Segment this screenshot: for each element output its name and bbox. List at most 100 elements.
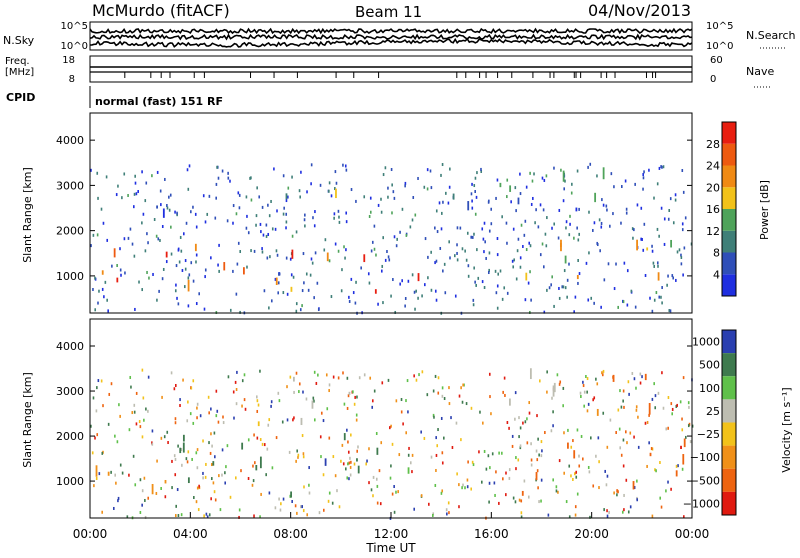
- scatter-cell: [366, 459, 368, 463]
- echo-cell: [670, 239, 673, 248]
- scatter-cell: [96, 433, 99, 437]
- scatter-cell: [574, 513, 577, 517]
- scatter-cell: [540, 478, 543, 482]
- scatter-cell: [274, 227, 277, 231]
- scatter-cell: [119, 414, 121, 418]
- scatter-cell: [179, 235, 182, 239]
- scatter-cell: [601, 371, 603, 375]
- scatter-cell: [461, 486, 463, 490]
- scatter-cell: [377, 203, 380, 207]
- scatter-cell: [151, 174, 153, 178]
- scatter-cell: [345, 467, 347, 471]
- echo-cell: [576, 275, 579, 280]
- scatter-cell: [371, 399, 374, 403]
- scatter-cell: [394, 310, 397, 314]
- scatter-cell: [187, 450, 190, 454]
- scatter-cell: [637, 415, 639, 419]
- scatter-cell: [524, 219, 527, 223]
- echo-cell: [95, 465, 98, 477]
- scatter-cell: [436, 444, 439, 448]
- scatter-cell: [119, 268, 122, 272]
- power-colorbar-label: Power [dB]: [758, 180, 771, 240]
- echo-cell: [374, 289, 377, 294]
- freq-tick-bottom: 8: [69, 74, 75, 85]
- scatter-cell: [252, 464, 254, 468]
- cpid-text: normal (fast) 151 RF: [95, 95, 223, 108]
- scatter-cell: [355, 413, 358, 417]
- scatter-cell: [637, 445, 640, 449]
- scatter-cell: [557, 236, 560, 240]
- scatter-cell: [508, 426, 510, 430]
- scatter-cell: [345, 211, 348, 215]
- scatter-cell: [516, 249, 519, 253]
- scatter-cell: [423, 436, 426, 440]
- scatter-cell: [134, 174, 136, 178]
- scatter-cell: [296, 511, 298, 515]
- scatter-cell: [530, 298, 532, 302]
- scatter-cell: [448, 386, 450, 390]
- scatter-cell: [180, 447, 183, 451]
- scatter-cell: [411, 470, 413, 474]
- scatter-cell: [565, 226, 567, 230]
- scatter-cell: [566, 278, 569, 282]
- scatter-cell: [92, 233, 95, 237]
- scatter-cell: [170, 371, 173, 375]
- scatter-cell: [174, 383, 177, 387]
- scatter-cell: [238, 206, 241, 210]
- velocity-colorbar-tick-label: −25: [697, 428, 720, 441]
- scatter-cell: [529, 310, 531, 314]
- echo-cell: [292, 376, 295, 382]
- scatter-cell: [578, 272, 581, 276]
- y-tick-label: 4000: [56, 134, 84, 147]
- scatter-cell: [117, 496, 120, 500]
- scatter-cell: [312, 216, 314, 220]
- noise-tick-left-top: 10^5: [61, 21, 88, 32]
- scatter-cell: [619, 446, 622, 450]
- scatter-cell: [551, 275, 553, 279]
- scatter-cell: [159, 189, 162, 193]
- scatter-cell: [621, 185, 623, 189]
- scatter-cell: [562, 199, 565, 203]
- scatter-cell: [168, 195, 170, 199]
- scatter-cell: [311, 261, 314, 265]
- scatter-cell: [524, 420, 527, 424]
- scatter-cell: [129, 375, 132, 379]
- scatter-cell: [456, 243, 458, 247]
- scatter-cell: [303, 218, 306, 222]
- scatter-cell: [467, 274, 470, 278]
- scatter-cell: [601, 198, 603, 202]
- scatter-cell: [107, 309, 109, 313]
- scatter-cell: [558, 296, 561, 300]
- scatter-cell: [169, 193, 172, 197]
- scatter-cell: [519, 446, 522, 450]
- velocity-colorbar-segment: [722, 353, 736, 377]
- echo-cell: [241, 442, 244, 450]
- scatter-cell: [193, 496, 195, 500]
- scatter-cell: [299, 308, 302, 312]
- power-y-axis: 1000 2000 3000 4000: [56, 134, 692, 283]
- scatter-cell: [546, 370, 548, 374]
- scatter-cell: [139, 478, 142, 482]
- scatter-cell: [574, 505, 577, 509]
- scatter-cell: [643, 170, 645, 174]
- scatter-cell: [174, 210, 176, 214]
- scatter-cell: [278, 497, 280, 501]
- scatter-cell: [609, 224, 611, 228]
- scatter-cell: [313, 370, 316, 374]
- scatter-cell: [395, 244, 398, 248]
- scatter-cell: [221, 169, 224, 173]
- scatter-cell: [388, 426, 391, 430]
- scatter-cell: [382, 301, 384, 305]
- scatter-cell: [129, 227, 132, 231]
- scatter-cell: [672, 221, 675, 225]
- scatter-cell: [270, 299, 273, 303]
- scatter-cell: [387, 378, 390, 382]
- scatter-cell: [430, 288, 433, 292]
- x-axis-label: Time UT: [365, 541, 416, 554]
- scatter-cell: [426, 393, 429, 397]
- scatter-cell: [152, 272, 154, 276]
- velocity-colorbar-segment: [722, 491, 736, 515]
- scatter-cell: [134, 483, 137, 487]
- scatter-cell: [613, 491, 615, 495]
- scatter-cell: [110, 470, 112, 474]
